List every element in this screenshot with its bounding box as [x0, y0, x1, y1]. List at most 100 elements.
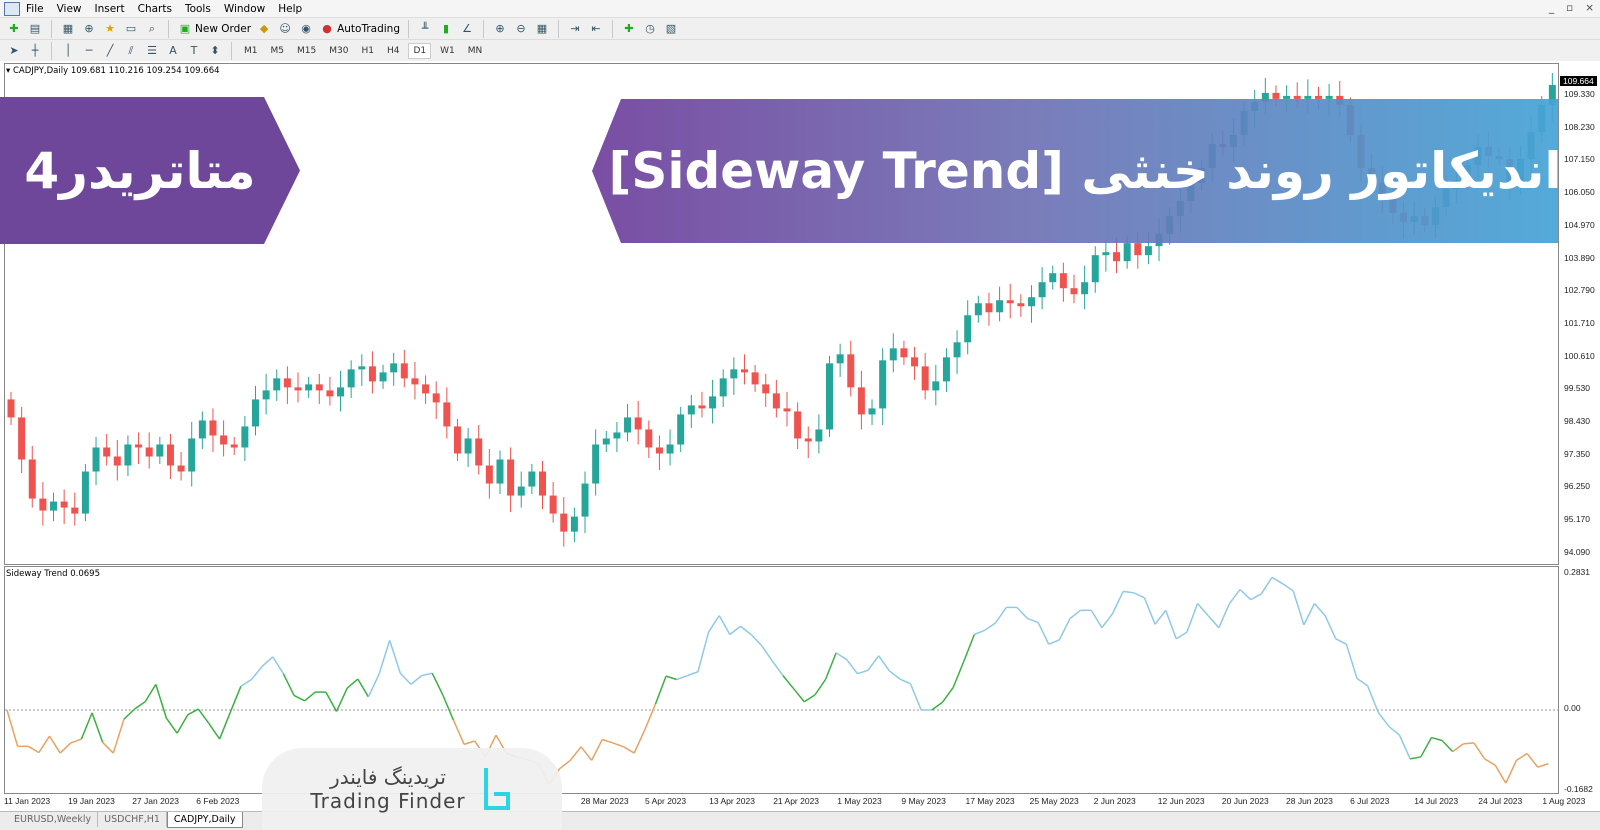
tab-usdchf-h1[interactable]: USDCHF,H1: [98, 812, 167, 827]
menu-tools[interactable]: Tools: [184, 2, 211, 15]
candle-body: [539, 471, 546, 496]
arrows-icon[interactable]: ⬍: [210, 44, 220, 57]
tab-cadjpy-daily[interactable]: CADJPY,Daily: [166, 812, 243, 828]
indicator-segment: [165, 717, 178, 734]
navigator-icon[interactable]: ⊕: [84, 22, 94, 35]
templates-icon[interactable]: ▧: [665, 22, 677, 35]
candle: [1027, 285, 1035, 323]
indicator-segment: [208, 723, 221, 740]
text-icon[interactable]: A: [169, 44, 177, 57]
menu-file[interactable]: File: [26, 2, 44, 15]
bar-chart-icon[interactable]: ╨: [421, 22, 429, 35]
indicator-segment: [740, 625, 752, 636]
zoom-out-icon[interactable]: ⊖: [516, 22, 526, 35]
menu-charts[interactable]: Charts: [137, 2, 172, 15]
candlestick-icon[interactable]: ▮: [442, 22, 450, 35]
candle-body: [135, 444, 143, 448]
menu-window[interactable]: Window: [223, 2, 266, 15]
timeframe-m30[interactable]: M30: [329, 45, 349, 56]
candle: [177, 451, 185, 481]
indicators-icon[interactable]: ✚: [624, 22, 634, 35]
candle: [1081, 265, 1089, 310]
favorites-icon[interactable]: ★: [105, 22, 115, 35]
candle: [103, 433, 111, 466]
indicator-segment: [1303, 603, 1316, 626]
indicator-segment: [155, 684, 168, 719]
menu-insert[interactable]: Insert: [94, 2, 125, 15]
chart-shift-icon[interactable]: ⇤: [591, 22, 601, 35]
candle: [220, 420, 228, 457]
minimize-icon[interactable]: _: [1548, 2, 1555, 14]
fibonacci-icon[interactable]: ☰: [147, 44, 157, 57]
signals-icon[interactable]: ◉: [301, 22, 311, 35]
indicator-segment: [1090, 609, 1103, 629]
new-chart-icon[interactable]: ✚: [9, 22, 19, 35]
trendline-icon[interactable]: ╱: [106, 44, 114, 57]
tab-eurusd-weekly[interactable]: EURUSD,Weekly: [8, 812, 99, 827]
date-axis-label: 17 May 2023: [965, 796, 1015, 806]
timeframe-m15[interactable]: M15: [297, 45, 317, 56]
candle: [326, 376, 334, 406]
candle: [560, 497, 568, 547]
indicator-label: Sideway Trend 0.0695: [6, 569, 100, 579]
profiles-icon[interactable]: ▤: [29, 22, 41, 35]
crosshair-icon[interactable]: ┼: [31, 44, 39, 57]
indicator-segment: [974, 629, 986, 636]
cursor-icon[interactable]: ➤: [9, 44, 19, 57]
timeframe-mn[interactable]: MN: [467, 45, 483, 56]
candle-body: [826, 363, 834, 430]
indicator-segment: [1313, 603, 1326, 617]
tester-icon[interactable]: ⌕: [148, 21, 156, 35]
community-icon[interactable]: ☺: [279, 22, 291, 35]
timeframe-m1[interactable]: M1: [244, 45, 258, 56]
candle-body: [485, 465, 493, 484]
candle-body: [1261, 92, 1269, 102]
autotrading-button[interactable]: ● AutoTrading: [319, 21, 400, 37]
indicator-segment: [835, 652, 848, 661]
candle-body: [18, 417, 26, 460]
menu-view[interactable]: View: [56, 2, 82, 15]
timeframe-h4[interactable]: H4: [386, 45, 400, 56]
candle: [740, 354, 748, 385]
indicator-segment: [272, 656, 285, 675]
restore-icon[interactable]: ▫: [1566, 2, 1574, 14]
indicator-segment: [1123, 590, 1134, 594]
market-watch-icon[interactable]: ▦: [62, 22, 74, 35]
indicator-segment: [1271, 576, 1283, 585]
menu-help[interactable]: Help: [278, 2, 303, 15]
channel-icon[interactable]: ⫽: [128, 43, 134, 57]
candle: [517, 471, 525, 508]
auto-scroll-icon[interactable]: ⇥: [570, 22, 580, 35]
timeframe-w1[interactable]: W1: [440, 45, 455, 56]
indicator-segment: [782, 675, 795, 690]
candle-body: [92, 447, 100, 472]
indicator-segment: [452, 719, 465, 745]
periods-icon[interactable]: ◷: [645, 22, 655, 35]
indicator-segment: [1526, 753, 1539, 768]
candle-body: [1293, 95, 1301, 99]
candle: [209, 408, 217, 452]
indicator-segment: [590, 739, 603, 761]
candle-body: [251, 399, 259, 427]
candle-body: [772, 393, 780, 409]
terminal-icon[interactable]: ▭: [125, 22, 137, 35]
close-icon[interactable]: ×: [1585, 2, 1594, 14]
metaeditor-icon[interactable]: ◆: [259, 22, 269, 35]
label-icon[interactable]: T: [190, 44, 198, 57]
indicator-segment: [293, 694, 305, 702]
timeframe-m5[interactable]: M5: [270, 45, 285, 56]
tile-windows-icon[interactable]: ▦: [536, 22, 548, 35]
new-order-button[interactable]: ▣ New Order: [177, 21, 251, 37]
indicator-pane[interactable]: [4, 566, 1559, 794]
zoom-in-icon[interactable]: ⊕: [495, 22, 505, 35]
indicator-segment: [1218, 603, 1231, 629]
line-chart-icon[interactable]: ∠: [462, 22, 472, 35]
vertical-line-icon[interactable]: │: [64, 44, 72, 57]
candle-body: [953, 342, 961, 358]
horizontal-line-icon[interactable]: ─: [85, 44, 93, 57]
timeframe-d1[interactable]: D1: [408, 42, 432, 59]
timeframe-h1[interactable]: H1: [361, 45, 374, 56]
candle-body: [326, 390, 334, 397]
candle: [496, 450, 504, 495]
indicator-segment: [1250, 593, 1262, 601]
